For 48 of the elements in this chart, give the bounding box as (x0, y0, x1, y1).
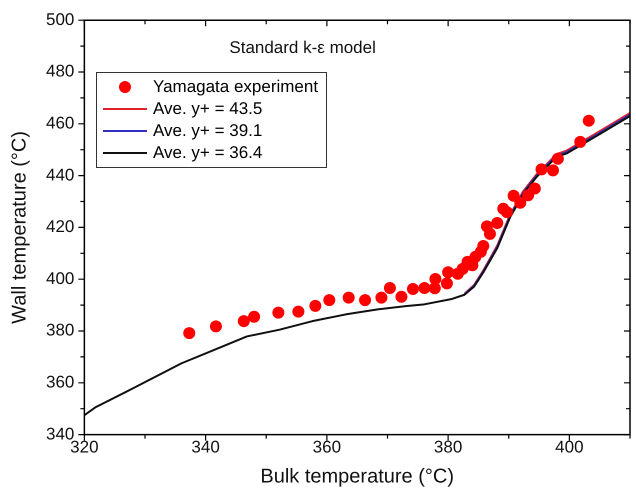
point (484, 228, 496, 240)
point (500, 206, 513, 218)
point (440, 277, 453, 290)
point (514, 196, 526, 209)
point (491, 216, 504, 229)
point (547, 164, 560, 176)
point (384, 282, 396, 294)
y-tick-label: 480 (46, 62, 74, 81)
point (248, 310, 260, 323)
point (552, 152, 564, 165)
point (406, 283, 419, 296)
y-tick-label: 440 (46, 165, 74, 184)
x-axis-title: Bulk temperature (°C) (260, 466, 454, 488)
point (535, 163, 548, 176)
y-tick-label: 420 (46, 217, 74, 236)
point (272, 306, 284, 319)
x-tick-label: 360 (312, 437, 342, 456)
x-tick-label: 400 (555, 437, 584, 456)
point (342, 292, 355, 304)
point (582, 114, 595, 127)
point (429, 272, 442, 285)
text: Standard k-ε model (229, 38, 376, 57)
point (477, 240, 490, 252)
point (442, 266, 454, 278)
y-tick-label: 400 (46, 268, 74, 288)
point (292, 306, 304, 318)
point (395, 290, 408, 303)
point (309, 300, 322, 312)
point (210, 320, 222, 332)
legend-label: Ave. y+ = 39.1 (153, 120, 262, 142)
point (323, 294, 336, 306)
y-axis-title: Wall temperature (°C) (8, 130, 31, 324)
y-tick-label: 460 (46, 113, 74, 132)
legend-label: Yamagata experiment (153, 76, 318, 98)
point (359, 294, 372, 306)
point (375, 292, 388, 304)
point (238, 315, 250, 328)
point (574, 136, 586, 148)
point (418, 282, 430, 294)
legend-label: Ave. y+ = 36.4 (153, 142, 262, 164)
point (528, 182, 541, 195)
y-tick-label: 360 (46, 372, 74, 392)
y-tick-label: 380 (46, 320, 74, 340)
x-tick-label: 340 (191, 437, 220, 456)
point (183, 327, 196, 340)
legend-label: Ave. y+ = 43.5 (153, 98, 262, 120)
y-tick-label: 500 (46, 10, 74, 29)
x-tick-label: 380 (434, 437, 462, 456)
